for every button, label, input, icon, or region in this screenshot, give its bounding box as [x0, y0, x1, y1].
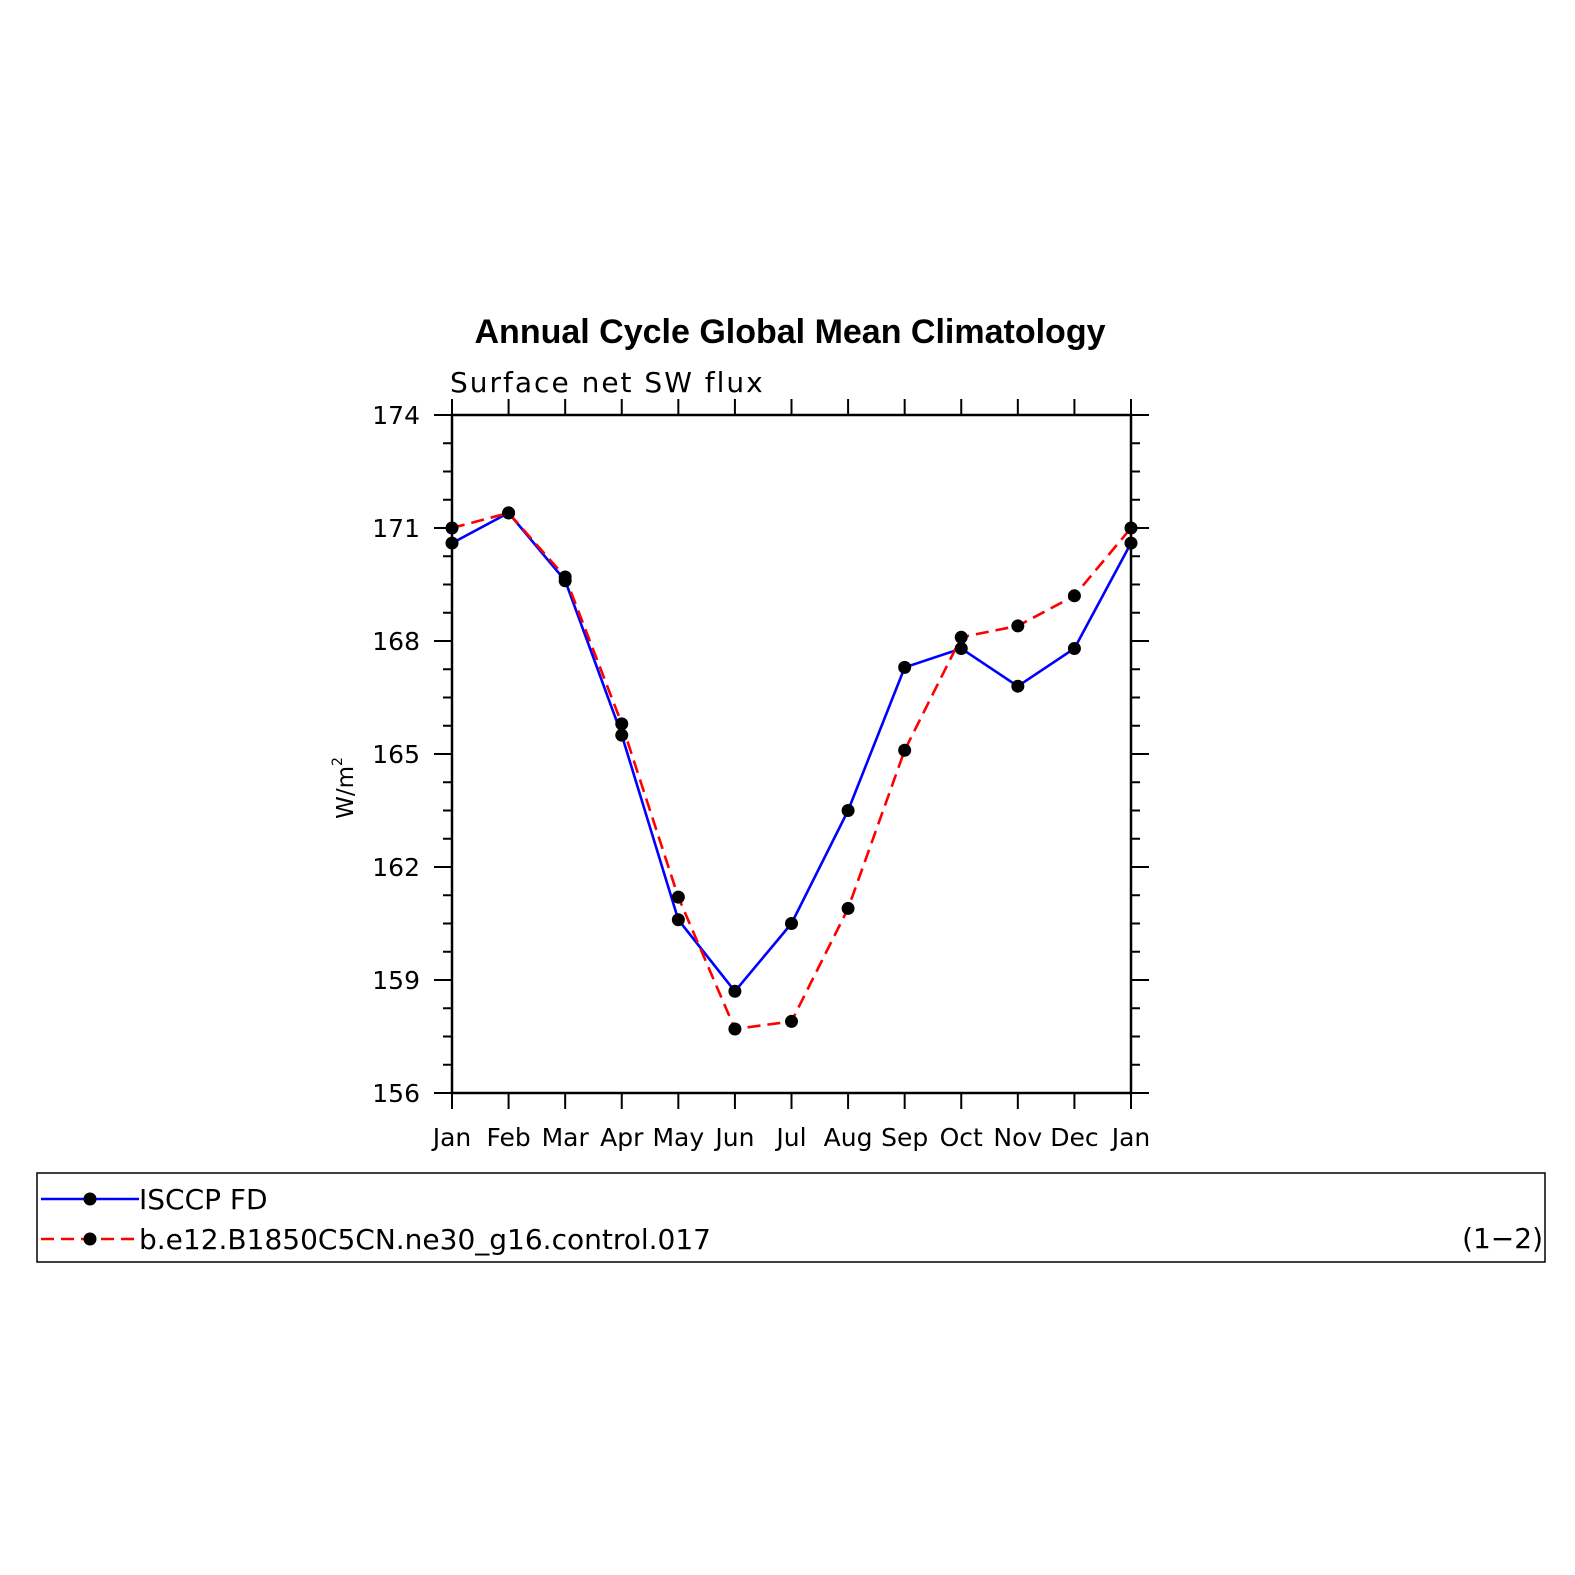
x-tick-label: Aug	[824, 1123, 873, 1152]
y-tick-label: 156	[372, 1079, 420, 1108]
x-tick-label: Jun	[713, 1123, 754, 1152]
series-2-point	[671, 890, 685, 904]
series-2-point	[502, 506, 516, 520]
y-tick-label: 162	[372, 853, 420, 882]
series-1-point	[1067, 642, 1081, 656]
svg-text:W/m2: W/m2	[330, 757, 359, 819]
x-tick-label: May	[652, 1123, 704, 1152]
series-1-point	[785, 917, 798, 930]
series-2-point	[898, 743, 912, 757]
x-tick-label: Jul	[774, 1123, 806, 1152]
axes: 156 159 162 165 168 171 174 Jan Feb Mar Apr May Jun J…	[372, 399, 1150, 1152]
series-1-point	[1124, 536, 1138, 550]
series-1-point	[841, 804, 855, 817]
legend-marker-2	[83, 1232, 97, 1246]
series-2-point	[558, 570, 572, 584]
x-tick-label: Nov	[993, 1123, 1042, 1152]
series-line-2	[451, 511, 1132, 1031]
series-2-point	[841, 901, 855, 915]
legend-marker-1	[83, 1192, 97, 1206]
series-1-point	[898, 660, 912, 674]
x-tick-label: Apr	[600, 1123, 644, 1152]
legend-label-1: ISCCP FD	[139, 1183, 268, 1216]
y-tick-label: 165	[372, 740, 420, 769]
series-2-point	[445, 521, 459, 535]
series-2-point	[785, 1014, 798, 1028]
x-tick-label: Mar	[542, 1123, 590, 1152]
y-axis-label: W/m2	[330, 757, 359, 819]
legend-label-2: b.e12.B1850C5CN.ne30_g16.control.017	[139, 1223, 711, 1256]
series-1-point	[728, 984, 742, 998]
y-axis-label-superscript: 2	[330, 757, 346, 766]
plot-series	[445, 506, 1138, 1036]
y-tick-label: 159	[372, 966, 420, 995]
series-2-point	[954, 630, 968, 644]
x-tick-label: Jan	[431, 1123, 472, 1152]
x-tick-label: Jan	[1110, 1123, 1151, 1152]
series-1-point	[671, 913, 685, 927]
legend: ISCCP FD b.e12.B1850C5CN.ne30_g16.control…	[41, 1183, 711, 1256]
chart-subtitle: Surface net SW flux	[450, 366, 765, 399]
series-2-point	[728, 1022, 742, 1036]
series-1-point	[954, 642, 968, 656]
y-tick-label: 168	[372, 627, 420, 656]
y-tick-label: 171	[372, 514, 420, 543]
chart-title: Annual Cycle Global Mean Climatology	[475, 313, 1106, 351]
series-2-point	[1067, 589, 1081, 603]
series-2-point	[1011, 619, 1025, 633]
plot-frame	[450, 413, 1133, 1095]
series-1-point	[615, 728, 629, 742]
x-tick-label: Oct	[940, 1123, 983, 1152]
legend-box	[36, 1172, 1546, 1263]
series-1-point	[445, 536, 459, 550]
y-tick-label: 174	[372, 401, 420, 430]
panel-label: (1−2)	[1462, 1222, 1543, 1255]
y-axis-label-text: W/m	[333, 766, 359, 819]
series-2-point	[615, 717, 629, 731]
x-tick-label: Dec	[1050, 1123, 1098, 1152]
series-1-point	[1011, 679, 1025, 693]
x-tick-label: Feb	[486, 1123, 530, 1152]
series-2-point	[1124, 521, 1138, 535]
x-tick-label: Sep	[881, 1123, 928, 1152]
